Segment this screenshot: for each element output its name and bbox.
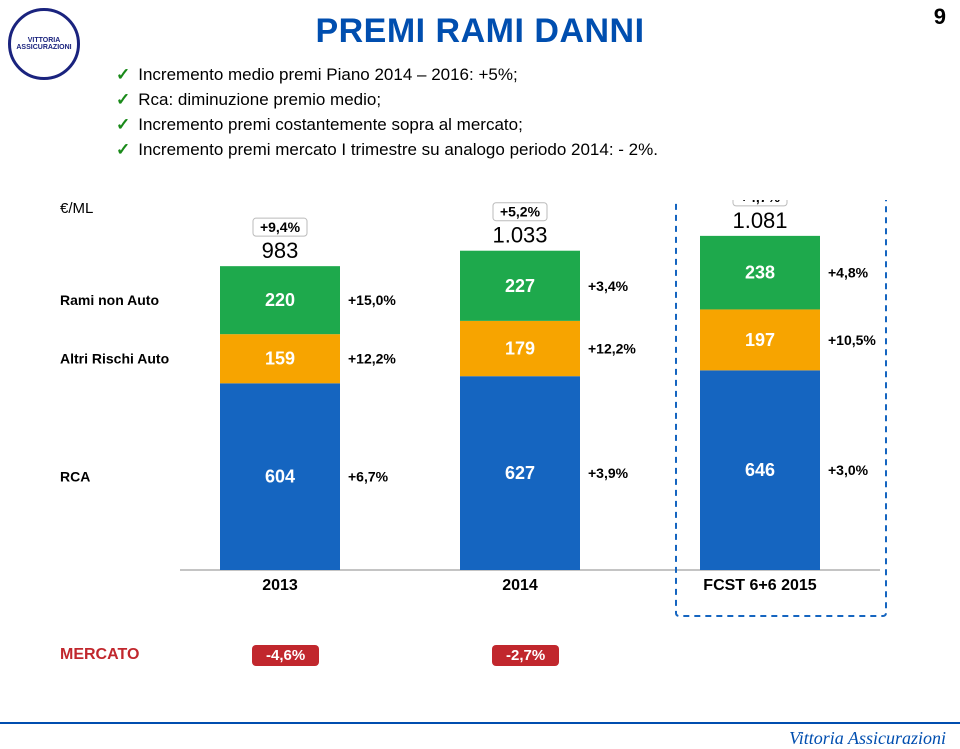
slide-page: VITTORIA ASSICURAZIONI PREMI RAMI DANNI …	[0, 0, 960, 744]
svg-text:+15,0%: +15,0%	[348, 292, 396, 308]
svg-text:+5,2%: +5,2%	[500, 204, 541, 220]
svg-text:983: 983	[262, 238, 299, 263]
bullet-item: ✓ Rca: diminuzione premio medio;	[116, 89, 876, 112]
svg-text:1.033: 1.033	[492, 223, 547, 248]
mercato-row: MERCATO -4,6%-2,7%	[60, 620, 139, 690]
svg-text:+12,2%: +12,2%	[588, 341, 636, 357]
bullet-text: Incremento premi costantemente sopra al …	[138, 114, 523, 137]
bullet-list: ✓ Incremento medio premi Piano 2014 – 201…	[116, 64, 876, 164]
bullet-item: ✓ Incremento premi costantemente sopra al…	[116, 114, 876, 137]
svg-text:FCST 6+6 2015: FCST 6+6 2015	[703, 577, 817, 594]
svg-text:627: 627	[505, 463, 535, 483]
svg-text:159: 159	[265, 349, 295, 369]
bullet-text: Incremento medio premi Piano 2014 – 2016…	[138, 64, 517, 87]
mercato-label: MERCATO	[60, 646, 139, 664]
svg-text:+9,4%: +9,4%	[260, 219, 301, 235]
svg-text:+6,7%: +6,7%	[348, 469, 389, 485]
bullet-item: ✓ Incremento premi mercato I trimestre su…	[116, 139, 876, 162]
svg-text:+3,9%: +3,9%	[588, 465, 629, 481]
check-icon: ✓	[116, 89, 130, 112]
check-icon: ✓	[116, 139, 130, 162]
svg-text:646: 646	[745, 460, 775, 480]
mercato-value: -2,7%	[492, 645, 559, 666]
svg-text:+3,4%: +3,4%	[588, 278, 629, 294]
svg-text:+4,7%: +4,7%	[740, 200, 781, 205]
bullet-text: Rca: diminuzione premio medio;	[138, 89, 381, 112]
svg-text:+3,0%: +3,0%	[828, 462, 869, 478]
check-icon: ✓	[116, 114, 130, 137]
page-number: 9	[934, 4, 946, 30]
svg-text:227: 227	[505, 276, 535, 296]
footer-text: Vittoria Assicurazioni	[789, 728, 946, 749]
svg-text:+10,5%: +10,5%	[828, 332, 876, 348]
chart-area: €/ML 604+6,7%159+12,2%220+15,0%983+9,4%2…	[60, 200, 910, 640]
svg-text:604: 604	[265, 467, 295, 487]
svg-text:2013: 2013	[262, 577, 298, 594]
svg-text:Rami non Auto: Rami non Auto	[60, 292, 159, 308]
svg-text:+12,2%: +12,2%	[348, 351, 396, 367]
bullet-text: Incremento premi mercato I trimestre su …	[138, 139, 658, 162]
bullet-item: ✓ Incremento medio premi Piano 2014 – 201…	[116, 64, 876, 87]
svg-text:197: 197	[745, 330, 775, 350]
svg-text:1.081: 1.081	[732, 208, 787, 233]
mercato-value: -4,6%	[252, 645, 319, 666]
svg-text:RCA: RCA	[60, 469, 90, 485]
page-title: PREMI RAMI DANNI	[0, 12, 960, 51]
svg-text:179: 179	[505, 339, 535, 359]
stacked-bar-chart: 604 +6,7% 159 +12,2% 220 +15,0% 983 +9,4% 2013 62…	[60, 200, 910, 640]
footer-divider: Vittoria Assicurazioni	[0, 722, 960, 724]
svg-text:Altri Rischi Auto: Altri Rischi Auto	[60, 351, 169, 367]
svg-text:220: 220	[265, 290, 295, 310]
svg-text:+4,8%: +4,8%	[828, 265, 869, 281]
check-icon: ✓	[116, 64, 130, 87]
svg-text:2014: 2014	[502, 577, 538, 594]
svg-text:238: 238	[745, 263, 775, 283]
